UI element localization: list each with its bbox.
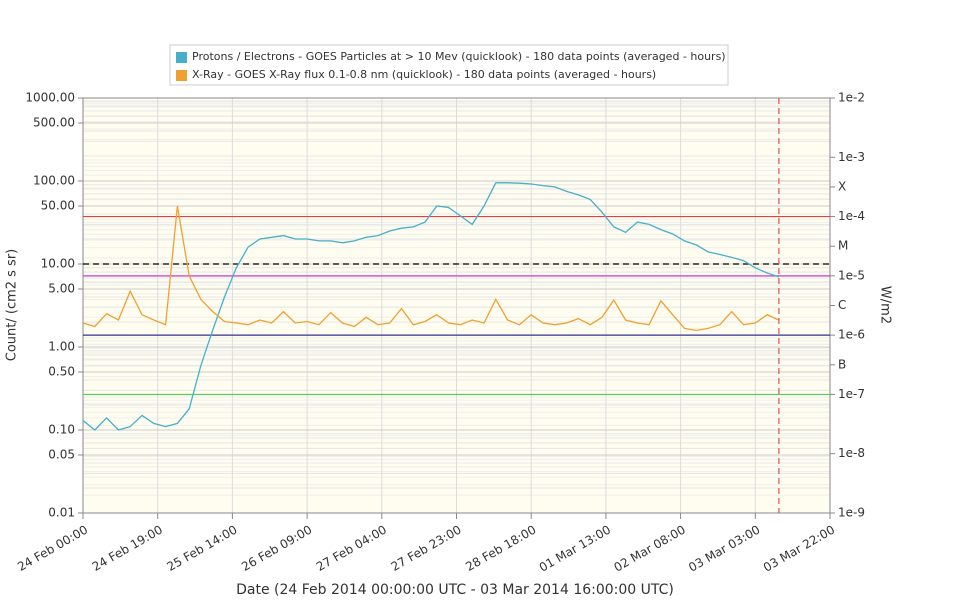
y-tick-label: 0.05 xyxy=(48,447,75,461)
legend-swatch xyxy=(176,52,187,63)
x-tick-label: 24 Feb 19:00 xyxy=(90,523,165,574)
x-tick-label: 03 Mar 03:00 xyxy=(686,523,762,575)
y-tick-label: 500.00 xyxy=(33,115,75,129)
y2-tick-label: 1e-6 xyxy=(838,328,865,342)
plot-border xyxy=(82,97,831,514)
legend-box xyxy=(169,44,729,86)
y2-tick-label: 1e-3 xyxy=(838,150,865,164)
y2-tick-label: B xyxy=(838,357,846,371)
y-tick-label: 0.01 xyxy=(48,506,75,520)
x-tick-label: 24 Feb 00:00 xyxy=(15,523,90,574)
x-axis-label: Date (24 Feb 2014 00:00:00 UTC - 03 Mar … xyxy=(236,582,674,598)
y-axis-label: Count/ (cm2 s sr) xyxy=(5,249,20,362)
y2-tick-label: 1e-9 xyxy=(838,506,865,520)
y2-tick-label: 1e-4 xyxy=(838,209,865,223)
y-tick-label: 0.50 xyxy=(48,364,75,378)
y2-tick-label: 1e-2 xyxy=(838,91,865,105)
x-tick-label: 01 Mar 13:00 xyxy=(537,523,613,575)
y-tick-label: 1000.00 xyxy=(25,91,75,105)
y2-tick-label: C xyxy=(838,298,846,312)
legend-label: X-Ray - GOES X-Ray flux 0.1-0.8 nm (quic… xyxy=(192,68,656,81)
x-tick-label: 02 Mar 08:00 xyxy=(611,523,687,575)
x-tick-label: 27 Feb 04:00 xyxy=(314,523,389,574)
y2-tick-label: 1e-7 xyxy=(838,387,865,401)
y-tick-label: 0.10 xyxy=(48,423,75,437)
y-tick-label: 5.00 xyxy=(48,281,75,295)
x-tick-label: 28 Feb 18:00 xyxy=(463,523,538,574)
series-line xyxy=(82,205,780,332)
y-tick-label: 50.00 xyxy=(41,198,75,212)
y-tick-label: 1.00 xyxy=(48,340,75,354)
y2-tick-label: X xyxy=(838,179,846,193)
series-line xyxy=(82,182,780,431)
x-tick-label: 26 Feb 09:00 xyxy=(239,523,314,574)
y-tick-label: 100.00 xyxy=(33,174,75,188)
y2-tick-label: 1e-8 xyxy=(838,446,865,460)
legend-label: Protons / Electrons - GOES Particles at … xyxy=(192,50,726,63)
x-tick-label: 27 Feb 23:00 xyxy=(389,523,464,574)
legend-swatch xyxy=(176,70,187,81)
y2-tick-label: 1e-5 xyxy=(838,268,865,282)
y-tick-label: 10.00 xyxy=(41,257,75,271)
x-tick-label: 03 Mar 22:00 xyxy=(761,523,837,575)
x-tick-label: 25 Feb 14:00 xyxy=(164,523,239,574)
y2-tick-label: M xyxy=(838,239,848,253)
y2-axis-label: W/m2 xyxy=(878,286,893,324)
